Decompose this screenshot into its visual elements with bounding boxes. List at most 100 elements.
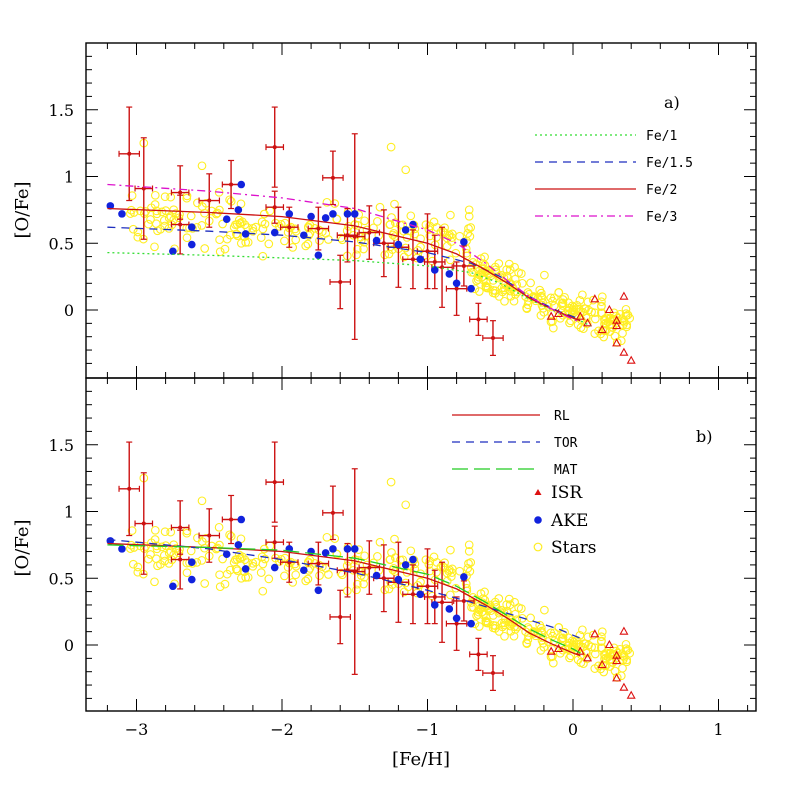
error-bar [221, 159, 241, 210]
legend-label: Fe/2 [646, 183, 677, 198]
star-point [159, 551, 169, 560]
error-point [461, 598, 466, 603]
star-point [197, 221, 207, 230]
star-point [232, 229, 241, 239]
star-point [166, 527, 176, 537]
star-point [386, 142, 396, 152]
ake-point [169, 247, 177, 256]
star-point [596, 302, 606, 311]
star-point [608, 658, 618, 667]
star-point [510, 274, 520, 284]
star-point [330, 199, 340, 208]
star-point [264, 574, 274, 584]
star-point [548, 317, 557, 326]
star-point [218, 554, 227, 564]
x-tick-label: −1 [416, 720, 440, 739]
error-point [440, 600, 445, 605]
star-point [425, 566, 435, 576]
star-point [222, 234, 232, 244]
star-point [359, 579, 368, 589]
star-point [522, 303, 531, 313]
legend-label: MAT [554, 463, 578, 478]
star-point [621, 304, 631, 314]
star-point [574, 639, 584, 649]
star-point [241, 573, 251, 582]
star-point [360, 216, 369, 226]
star-point [395, 555, 405, 565]
ake-point [401, 561, 410, 569]
error-bar [265, 441, 285, 523]
star-point [344, 556, 353, 566]
star-point [380, 250, 390, 260]
ake-point [467, 284, 475, 293]
star-point [597, 292, 607, 302]
error-point [316, 561, 321, 566]
star-point [260, 554, 270, 564]
star-point [601, 313, 611, 323]
ake-point [409, 555, 417, 564]
star-point [160, 527, 170, 537]
star-point [424, 560, 434, 569]
y-tick-label: 0 [64, 636, 74, 655]
star-point [564, 633, 573, 643]
star-point [141, 542, 150, 551]
star-point [220, 244, 230, 254]
star-point [399, 587, 409, 597]
star-point [540, 270, 549, 280]
star-point [440, 563, 450, 573]
legend-a: Fe/1 Fe/1.5 Fe/2 Fe/3 [535, 129, 693, 225]
ake-point [307, 212, 315, 221]
ake-point [169, 582, 177, 591]
isr-point [612, 338, 622, 347]
star-point [590, 664, 600, 673]
x-axis-label: [Fe/H] [392, 749, 450, 770]
star-point [500, 631, 509, 641]
star-point [548, 652, 557, 661]
star-point [129, 208, 139, 217]
star-point [352, 244, 362, 254]
error-point [338, 279, 343, 284]
star-point [564, 298, 573, 308]
star-point [352, 579, 362, 589]
y-tick-label: 1.5 [49, 101, 74, 120]
isr-point [546, 311, 556, 320]
series-line-mat [107, 544, 581, 654]
star-point [536, 623, 546, 633]
star-point [243, 572, 253, 582]
ake-point [445, 270, 454, 278]
star-point [215, 235, 224, 245]
ake-point [300, 566, 308, 575]
ake-point [234, 541, 243, 549]
error-point [352, 234, 357, 239]
star-point [473, 275, 483, 284]
star-point [618, 320, 628, 330]
ake-point [270, 563, 279, 572]
ake-point [430, 266, 439, 274]
legend-marker-label: Stars [551, 538, 596, 558]
error-bar [469, 302, 488, 336]
error-bar [445, 596, 468, 651]
panel-b: 0 0.5 1 1.5 b) RL TOR MAT ISR AKE Stars [O/Fe] [12, 377, 757, 712]
legend-b: RL TOR MAT ISR AKE Stars [452, 409, 596, 558]
star-point [360, 551, 369, 561]
star-point [146, 550, 155, 559]
isr-point [626, 690, 636, 699]
star-point [258, 251, 268, 261]
error-bar [453, 580, 475, 622]
star-point [214, 522, 224, 532]
star-point [483, 283, 493, 293]
y-tick-label: 1.5 [49, 436, 74, 455]
star-point [472, 611, 481, 621]
star-point [500, 296, 509, 306]
star-point [146, 215, 155, 224]
star-point [548, 658, 558, 668]
ake-point [106, 202, 115, 210]
error-bar [118, 441, 141, 537]
error-point [367, 230, 372, 235]
star-point [446, 545, 455, 555]
star-point [186, 211, 196, 221]
star-point [438, 227, 448, 237]
star-point [303, 574, 313, 584]
isr-point [597, 324, 607, 334]
star-point [280, 236, 289, 246]
